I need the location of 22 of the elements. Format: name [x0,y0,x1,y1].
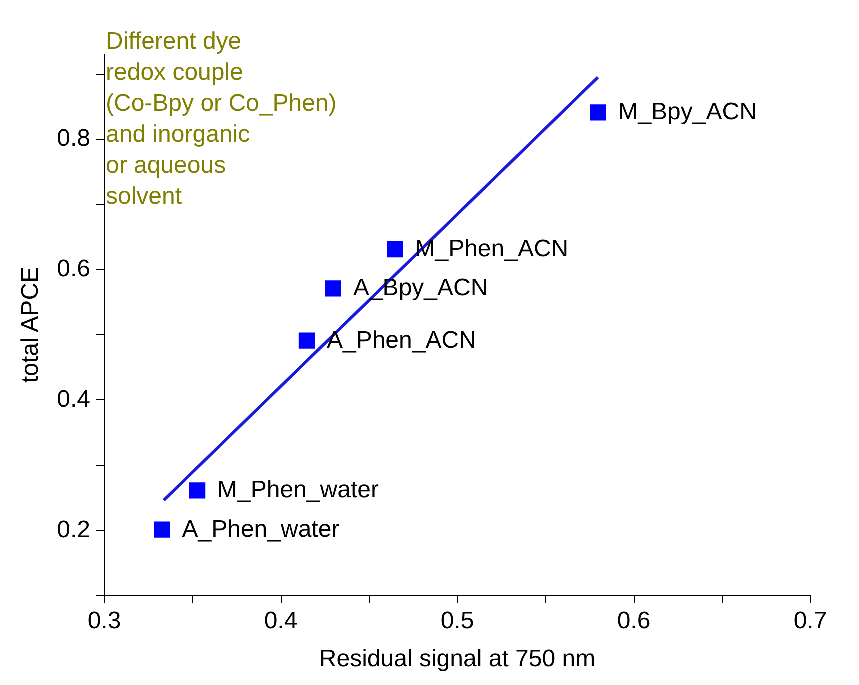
point [154,522,170,538]
x-tick-label: 0.7 [794,608,828,634]
y-axis-title: total APCE [17,266,44,384]
point [590,104,606,121]
point [325,280,342,297]
annotation: A_Phen_ACN [326,326,476,354]
x-tick-label: 0.6 [617,608,651,634]
annotation: M_Phen_water [218,476,379,504]
x-tick-label: 0.5 [440,608,474,634]
point [298,332,316,349]
x-tick-label: 0.3 [88,608,122,634]
y-tick-label: 0.8 [57,125,90,152]
x-tick-label: 0.4 [264,608,298,634]
annotation: A_Phen_water [182,516,340,543]
annotation: Different dye redox couple (Co-Bpy or Co_Phen) and inorganic or aqueous solvent [106,28,337,210]
annotation: M_Bpy_ACN [618,98,757,126]
y-tick-label: 0.4 [57,386,90,413]
point [189,482,206,499]
x-axis-title: Residual signal at 750 nm [319,646,596,672]
y-tick-label: 0.2 [57,516,90,544]
point [387,241,404,258]
y-tick-label: 0.6 [57,256,90,283]
